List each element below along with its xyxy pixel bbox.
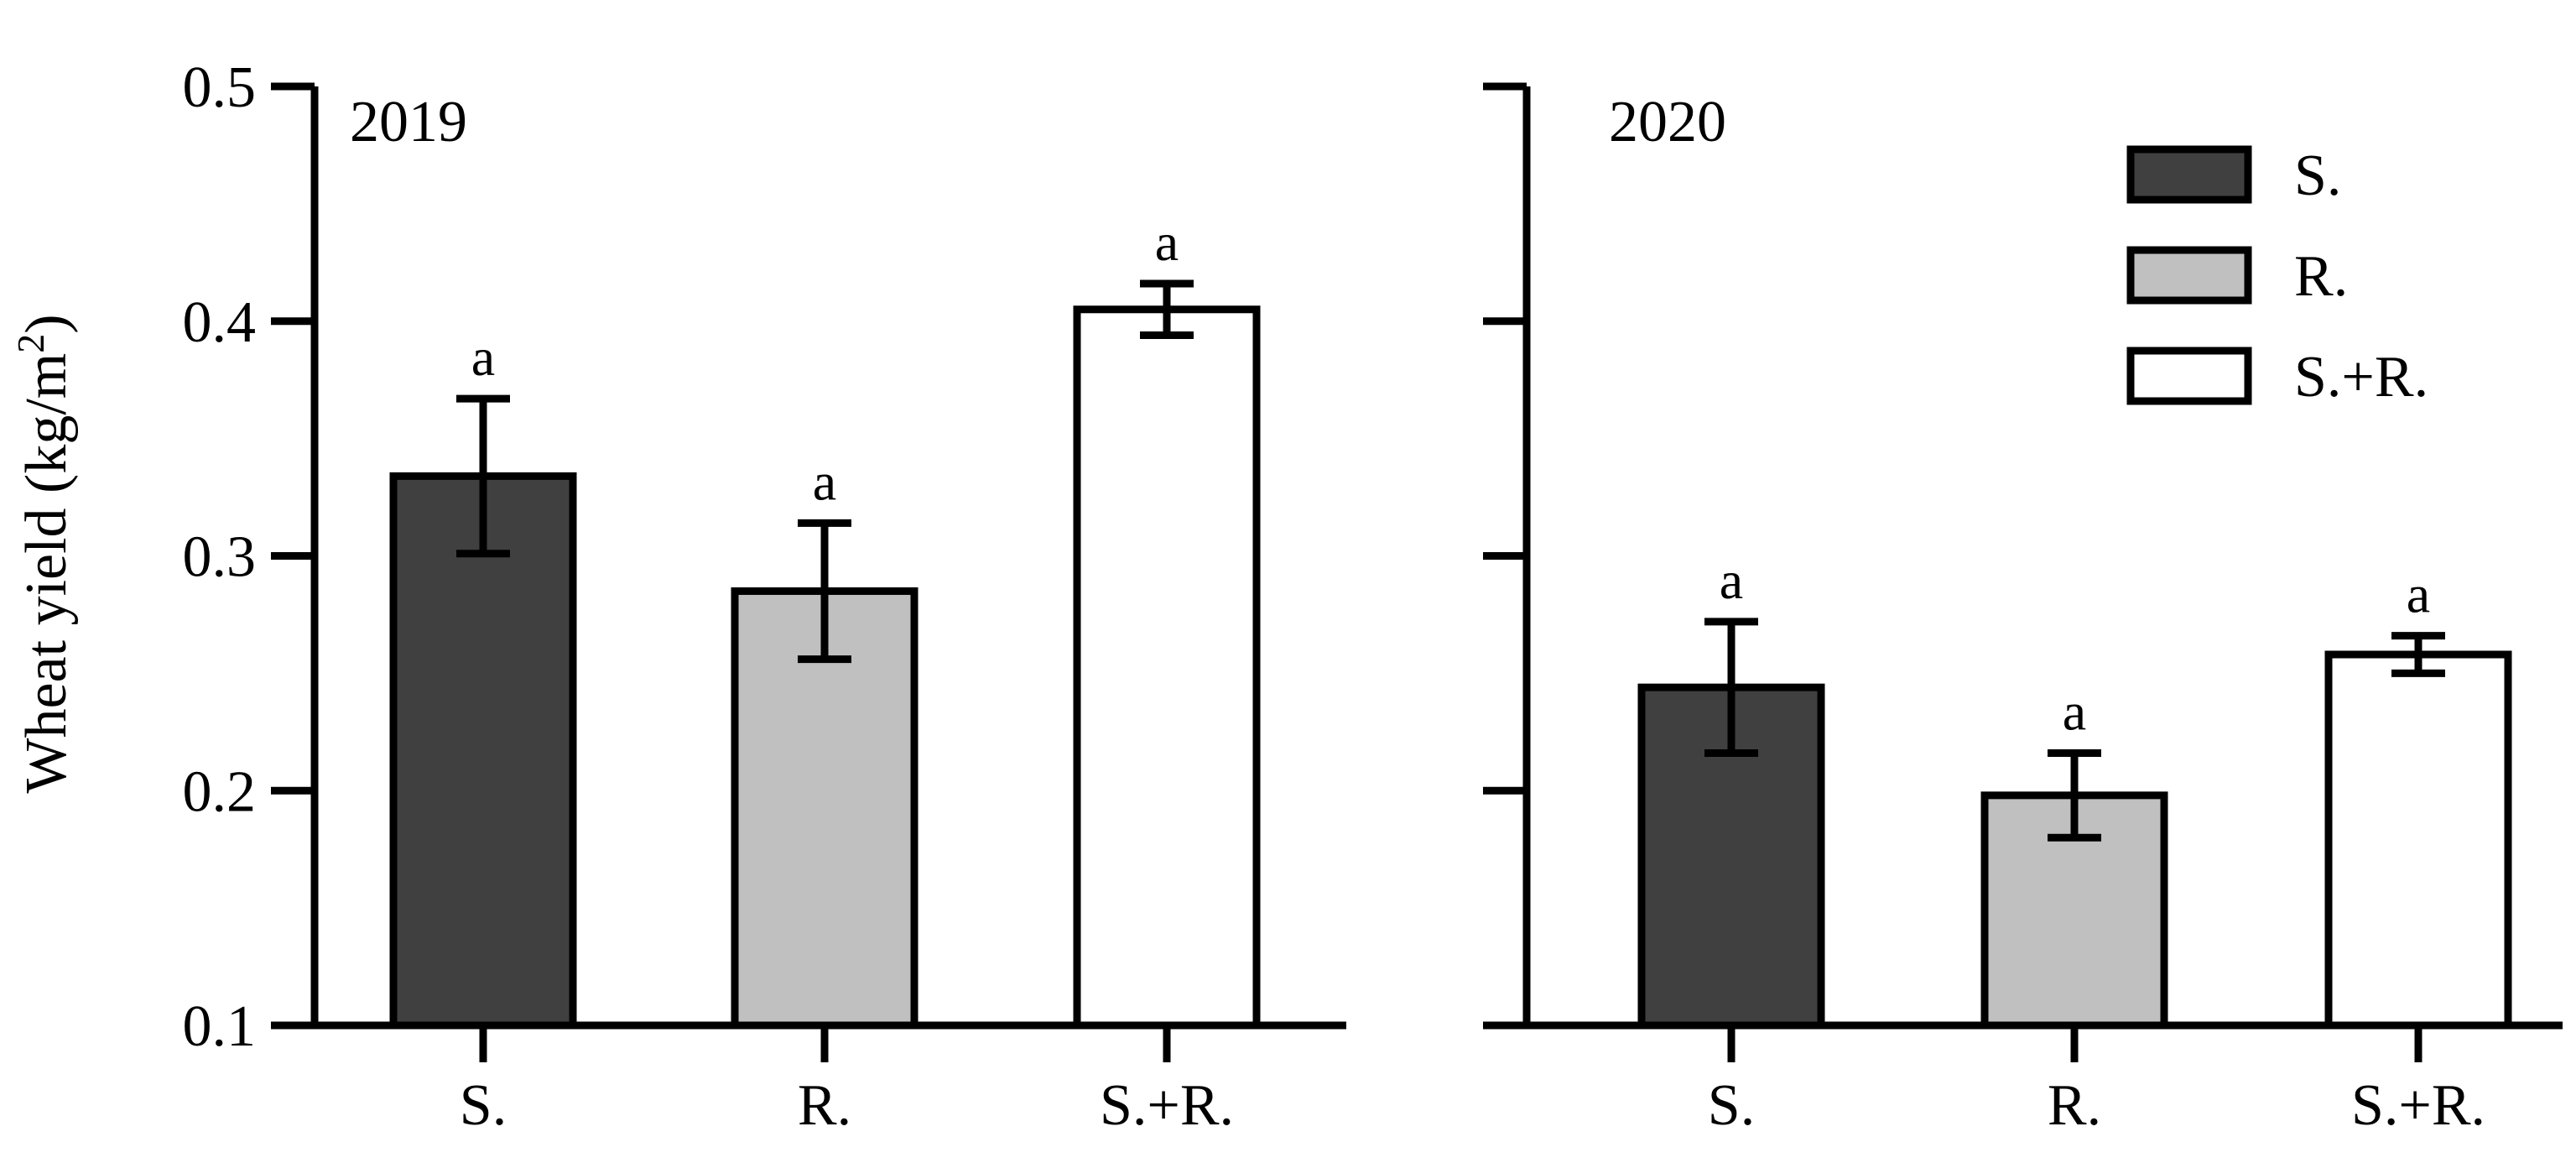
significance-label: a bbox=[471, 327, 495, 387]
legend-label: S. bbox=[2294, 143, 2341, 208]
category-label: S.+R. bbox=[2351, 1073, 2485, 1138]
bar bbox=[731, 587, 919, 1030]
panel-2019: 0.1 0.2 0.3 0.4 0.5 2019 a S. a R. a S.+R. bbox=[183, 55, 1346, 1138]
category-label: S. bbox=[460, 1073, 507, 1138]
panel-label: 2019 bbox=[350, 90, 467, 154]
category-label: R. bbox=[2048, 1073, 2101, 1138]
y-axis-label-close: ) bbox=[14, 314, 79, 333]
category-label: R. bbox=[798, 1073, 851, 1138]
y-axis-label: Wheat yield (kg/m2) bbox=[9, 314, 79, 793]
legend-label: S.+R. bbox=[2294, 345, 2428, 409]
svg-text:Wheat yield (kg/m2): Wheat yield (kg/m2) bbox=[9, 314, 79, 793]
y-tick-label: 0.3 bbox=[183, 525, 257, 590]
panel-label: 2020 bbox=[1609, 90, 1726, 154]
legend-swatch bbox=[2126, 347, 2252, 405]
legend-swatch bbox=[2126, 145, 2252, 204]
significance-label: a bbox=[2063, 681, 2086, 741]
y-tick-label: 0.2 bbox=[183, 759, 257, 824]
y-axis-label-superscript: 2 bbox=[9, 334, 52, 353]
legend-label: R. bbox=[2294, 244, 2348, 309]
significance-label: a bbox=[1720, 550, 1743, 610]
bar bbox=[389, 472, 577, 1030]
significance-label: a bbox=[2407, 565, 2430, 624]
y-axis-label-text: Wheat yield (kg/m bbox=[14, 353, 79, 794]
y-tick-label: 0.5 bbox=[183, 55, 257, 120]
bar bbox=[2324, 650, 2512, 1030]
significance-label: a bbox=[813, 451, 836, 511]
category-label: S. bbox=[1708, 1073, 1755, 1138]
significance-label: a bbox=[1155, 212, 1179, 272]
y-tick-label: 0.1 bbox=[183, 994, 257, 1059]
y-tick-label: 0.4 bbox=[183, 290, 257, 355]
legend: S. R. S.+R. bbox=[2126, 143, 2428, 409]
panel-2020: 2020 a S. a R. a S.+R. bbox=[1483, 82, 2563, 1138]
category-label: S.+R. bbox=[1100, 1073, 1234, 1138]
panels: 0.1 0.2 0.3 0.4 0.5 2019 a S. a R. a S.+R. 2020 a S. a R… bbox=[183, 55, 2563, 1138]
bar bbox=[1073, 305, 1261, 1030]
legend-swatch bbox=[2126, 246, 2252, 305]
